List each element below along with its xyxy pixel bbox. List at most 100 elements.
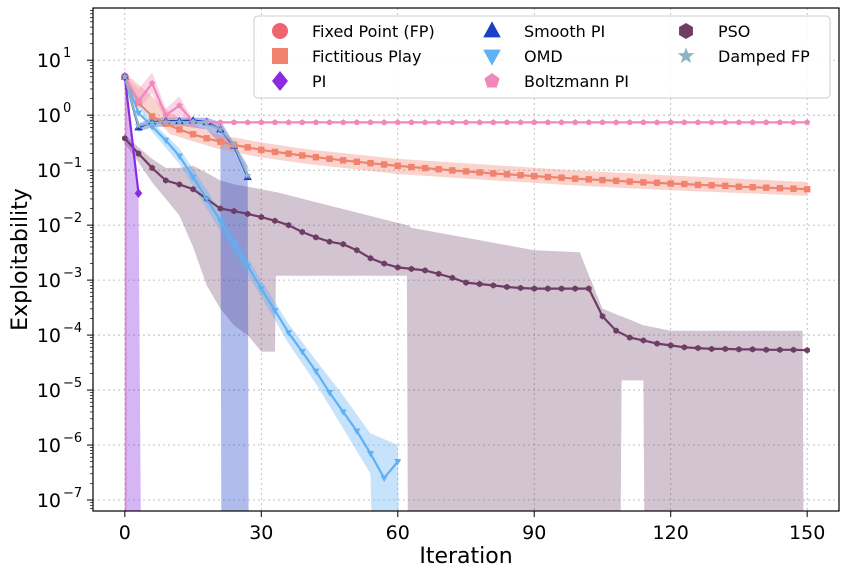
point-boltzmann-pi (244, 119, 251, 125)
point-boltzmann-pi (544, 119, 551, 125)
point-omd (216, 218, 224, 225)
point-fictitious-play (449, 167, 456, 174)
point-pso (326, 238, 333, 245)
point-pso (763, 346, 769, 353)
point-boltzmann-pi (449, 119, 456, 125)
point-boltzmann-pi (517, 119, 524, 125)
point-fictitious-play (353, 158, 361, 165)
point-fictitious-play (462, 168, 470, 175)
point-pso (667, 342, 674, 349)
x-tick-label: 90 (522, 522, 546, 544)
point-pso (231, 207, 237, 215)
point-pso (176, 181, 183, 188)
point-damped-fp (134, 121, 143, 129)
point-pso (476, 280, 483, 288)
point-fictitious-play (203, 135, 210, 142)
point-pso (777, 346, 783, 353)
point-boltzmann-pi (176, 102, 183, 109)
point-boltzmann-pi (667, 119, 674, 125)
point-pso (122, 135, 128, 142)
point-pso (149, 164, 155, 172)
point-boltzmann-pi (299, 119, 306, 125)
point-pso (708, 345, 715, 353)
point-fictitious-play (217, 138, 224, 145)
point-pso (244, 210, 251, 218)
point-fictitious-play (722, 182, 729, 189)
point-fictitious-play (148, 113, 156, 120)
point-pso (722, 345, 729, 353)
point-pso (654, 340, 660, 347)
legend-label-boltzmann-pi: Boltzmann PI (524, 72, 629, 91)
point-boltzmann-pi (340, 119, 347, 125)
point-pso (340, 241, 346, 248)
point-fictitious-play (408, 163, 415, 171)
y-tick-exponent: −7 (63, 486, 82, 501)
point-omd (394, 459, 402, 466)
x-tick-label: 30 (249, 522, 273, 544)
x-ticks: 0 30 60 90 120 150 (119, 511, 825, 544)
point-pso (258, 213, 265, 221)
point-fictitious-play (490, 170, 497, 177)
point-boltzmann-pi (694, 119, 702, 125)
point-boltzmann-pi (476, 119, 483, 125)
point-fictitious-play (612, 177, 620, 185)
point-fictitious-play (189, 131, 197, 138)
point-fictitious-play (776, 184, 784, 192)
point-fictitious-play (435, 166, 442, 173)
point-pso (613, 327, 619, 334)
point-fictitious-play (708, 182, 715, 189)
plot-frame (92, 7, 840, 512)
point-boltzmann-pi (422, 119, 429, 125)
point-fictitious-play (394, 162, 401, 170)
point-pso (285, 221, 292, 229)
point-damped-fp (161, 117, 170, 126)
point-boltzmann-pi (640, 119, 647, 125)
point-fictitious-play (667, 180, 674, 187)
point-fictitious-play (258, 146, 265, 153)
band-fixed-point-fp (124, 76, 127, 511)
point-boltzmann-pi (654, 119, 661, 125)
legend-label-damped-fp: Damped FP (718, 47, 810, 66)
y-tick-label: 10 (37, 270, 61, 292)
legend-marker-pi (272, 71, 288, 91)
point-fictitious-play (339, 157, 347, 164)
point-fictitious-play (503, 171, 511, 178)
y-tick-exponent: −2 (63, 211, 82, 226)
point-pso (545, 285, 551, 292)
point-boltzmann-pi (626, 119, 633, 125)
point-pso (367, 255, 374, 262)
point-pso (272, 217, 278, 224)
point-damped-fp (189, 117, 198, 126)
x-tick-label: 0 (119, 522, 131, 544)
point-omd (380, 475, 388, 482)
point-pso (313, 234, 319, 241)
point-pso (626, 334, 633, 341)
point-omd (312, 368, 320, 376)
point-boltzmann-pi (353, 119, 360, 125)
legend: Fixed Point (FP) Fictitious Play PI Smooth … (253, 15, 831, 99)
point-pso (558, 285, 565, 292)
point-boltzmann-pi (462, 119, 470, 125)
point-fictitious-play (326, 155, 333, 162)
y-tick-label: 10 (37, 435, 61, 457)
point-omd (203, 196, 211, 203)
point-damped-fp (148, 118, 157, 127)
point-omd (326, 390, 334, 397)
y-axis-title: Exploitability (8, 188, 33, 331)
point-boltzmann-pi (285, 119, 292, 125)
legend-label-pi: PI (312, 72, 326, 91)
point-omd (298, 349, 306, 356)
point-boltzmann-pi (763, 119, 770, 125)
point-boltzmann-pi (531, 119, 538, 125)
point-damped-fp (216, 125, 225, 133)
y-tick-label: 10 (37, 215, 61, 237)
point-pso (394, 264, 401, 271)
point-boltzmann-pi (162, 111, 169, 118)
point-fictitious-play (640, 179, 647, 186)
point-fictitious-play (694, 181, 702, 189)
point-damped-fp (230, 139, 238, 148)
point-pso (217, 205, 224, 212)
point-boltzmann-pi (258, 119, 265, 125)
point-pso (135, 150, 142, 157)
